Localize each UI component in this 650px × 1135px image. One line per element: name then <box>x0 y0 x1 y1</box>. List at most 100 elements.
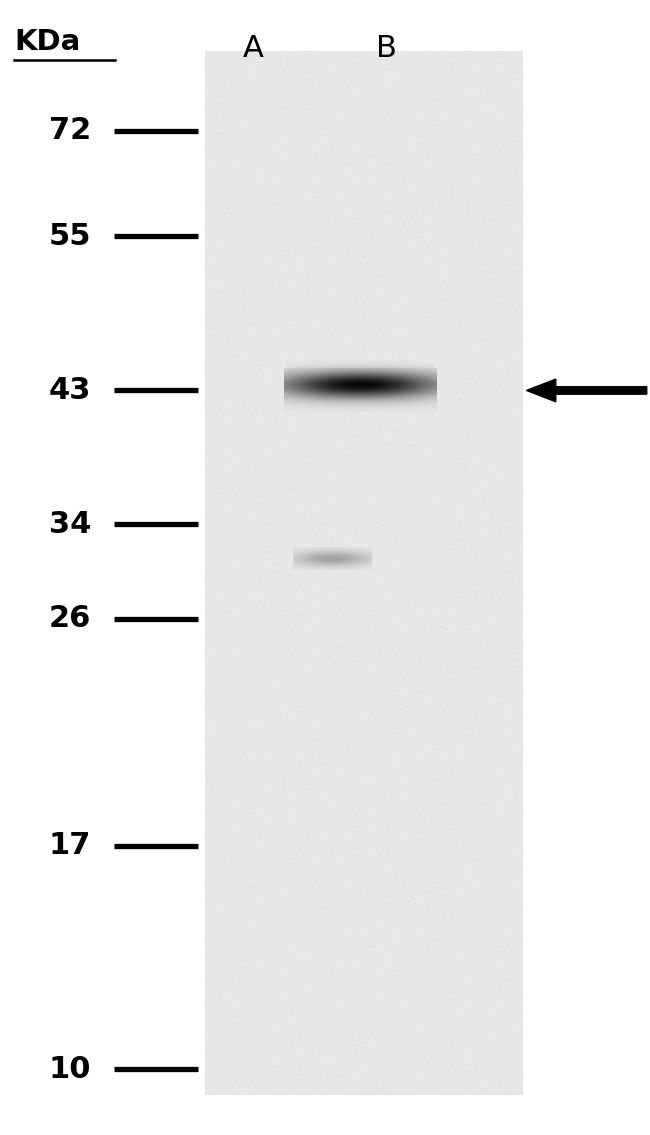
Point <box>209 284 219 302</box>
Point <box>382 827 392 846</box>
Point <box>493 742 504 760</box>
Point <box>265 993 276 1011</box>
Point <box>203 143 213 161</box>
Point <box>218 269 228 287</box>
Point <box>484 49 495 67</box>
Point <box>518 548 528 566</box>
Point <box>285 627 296 645</box>
Point <box>472 984 482 1002</box>
Point <box>470 900 480 918</box>
Point <box>229 263 239 281</box>
Point <box>474 98 485 116</box>
Point <box>318 821 328 839</box>
Point <box>248 955 258 973</box>
Point <box>248 843 259 861</box>
Point <box>358 985 368 1003</box>
Point <box>455 194 465 212</box>
Point <box>469 1052 479 1070</box>
Point <box>279 512 289 530</box>
Point <box>471 1081 481 1099</box>
Point <box>427 69 437 87</box>
Point <box>271 726 281 745</box>
Point <box>463 426 473 444</box>
Point <box>294 798 305 816</box>
Point <box>255 709 266 728</box>
Point <box>464 186 474 204</box>
Point <box>517 142 527 160</box>
Point <box>398 704 408 722</box>
Point <box>214 342 224 360</box>
Point <box>508 471 518 489</box>
Point <box>372 995 383 1014</box>
Point <box>248 252 259 270</box>
Point <box>251 503 261 521</box>
Point <box>501 681 512 699</box>
Point <box>281 991 292 1009</box>
Point <box>256 469 266 487</box>
Point <box>356 239 366 258</box>
Point <box>359 58 369 76</box>
Point <box>448 682 458 700</box>
Point <box>400 426 411 444</box>
Point <box>315 695 326 713</box>
Point <box>447 336 458 354</box>
Point <box>313 740 323 758</box>
Point <box>391 76 402 94</box>
Point <box>216 435 226 453</box>
Point <box>450 723 461 741</box>
Point <box>450 1065 461 1083</box>
Point <box>259 177 269 195</box>
Point <box>306 557 316 575</box>
Point <box>454 1034 464 1052</box>
Point <box>470 286 480 304</box>
Point <box>517 751 527 770</box>
Point <box>231 562 241 580</box>
Point <box>366 473 376 491</box>
Point <box>322 733 332 751</box>
Point <box>499 237 509 255</box>
Point <box>285 703 296 721</box>
Point <box>306 831 317 849</box>
Point <box>414 456 424 474</box>
Point <box>296 260 307 278</box>
Point <box>462 407 472 426</box>
Point <box>483 949 493 967</box>
Point <box>401 454 411 472</box>
Point <box>382 219 393 237</box>
Point <box>448 67 459 85</box>
Point <box>390 886 400 905</box>
Point <box>499 52 509 70</box>
Point <box>441 969 452 987</box>
Point <box>251 1018 261 1036</box>
Point <box>514 468 525 486</box>
Point <box>339 348 350 367</box>
Point <box>223 987 233 1006</box>
Point <box>360 705 370 723</box>
Point <box>208 322 218 340</box>
Point <box>460 888 471 906</box>
Point <box>413 468 423 486</box>
Point <box>374 602 385 620</box>
Point <box>378 886 389 905</box>
Point <box>244 608 254 627</box>
Point <box>404 913 414 931</box>
Point <box>506 418 516 436</box>
Point <box>294 101 304 119</box>
Point <box>271 1084 281 1102</box>
Point <box>335 162 345 180</box>
Point <box>374 507 384 526</box>
Point <box>278 891 288 909</box>
Point <box>298 902 309 920</box>
Point <box>404 671 415 689</box>
Point <box>440 401 450 419</box>
Point <box>310 849 320 867</box>
Point <box>415 655 425 673</box>
Point <box>344 510 355 528</box>
Point <box>344 412 354 430</box>
Point <box>478 302 488 320</box>
Point <box>239 140 249 158</box>
Point <box>364 241 374 259</box>
Point <box>422 1032 432 1050</box>
Point <box>298 222 309 241</box>
Point <box>500 226 511 244</box>
